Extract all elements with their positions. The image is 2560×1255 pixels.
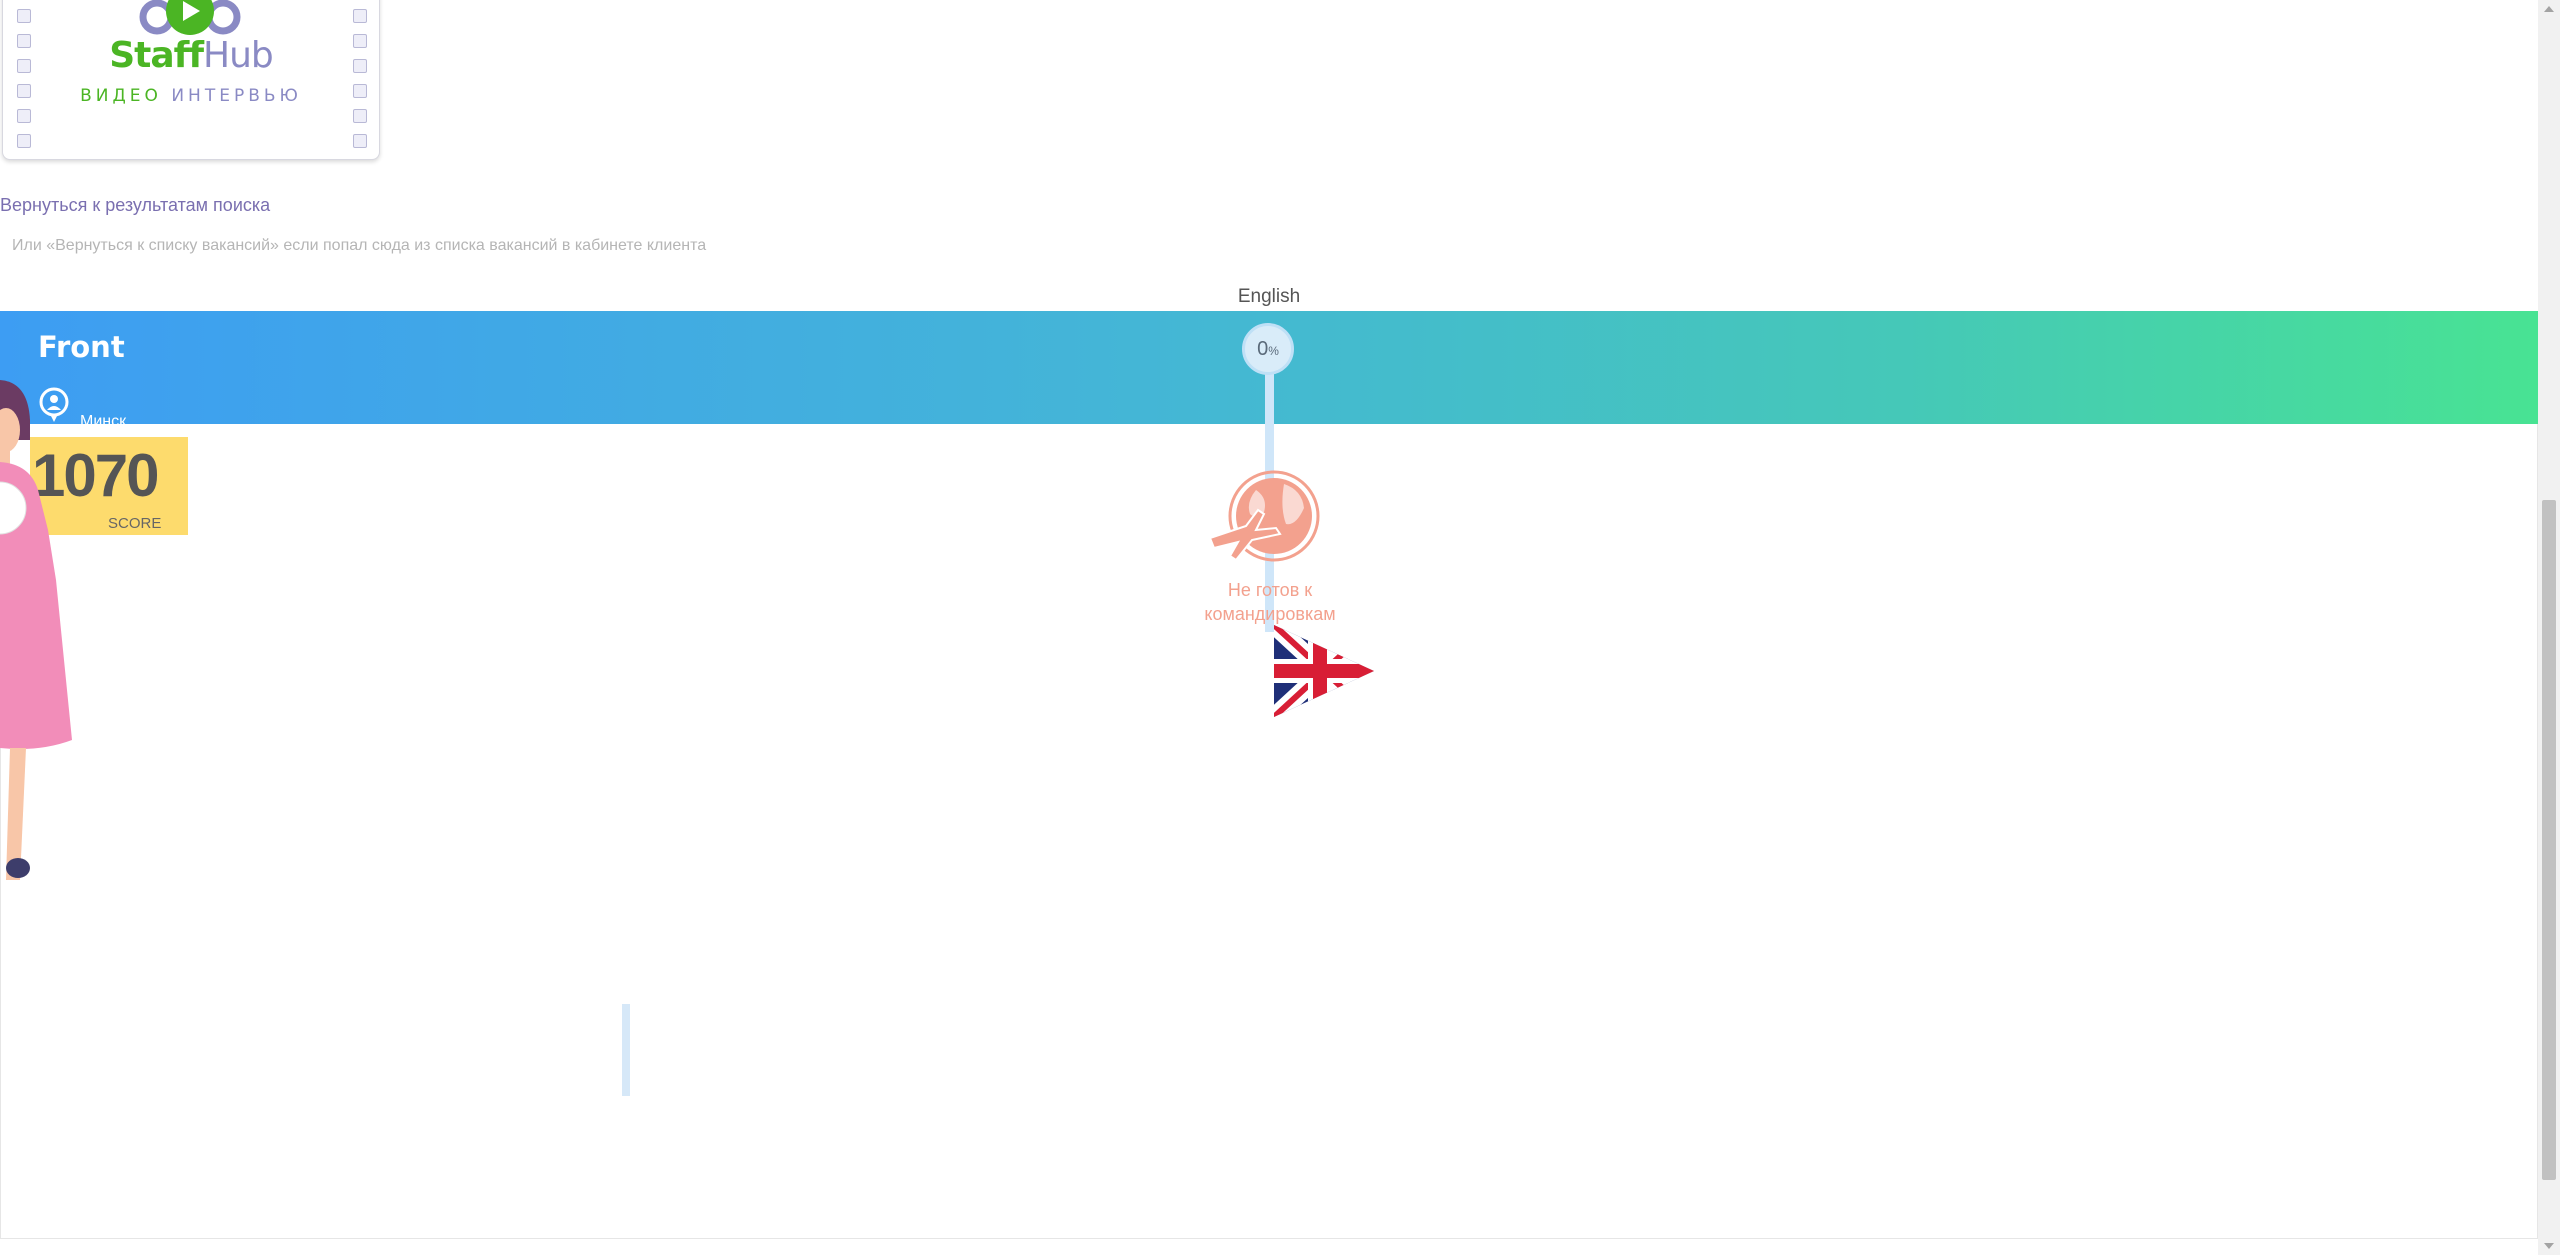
scroll-up-arrow-icon[interactable]	[2544, 6, 2554, 12]
score-value: 1070	[32, 442, 159, 509]
score-label: SCORE	[108, 515, 162, 532]
language-label: English	[1237, 286, 1301, 307]
staffhub-logo-card: StaffHub ВИДЕО ИНТЕРВЬЮ	[2, 0, 380, 160]
location-pin-icon	[39, 387, 69, 422]
back-to-search-link[interactable]: Вернуться к результатам поиска	[0, 195, 271, 215]
staffhub-wordmark: StaffHub	[109, 35, 274, 76]
uk-flag-icon	[1274, 625, 1374, 717]
content-frame	[0, 424, 2538, 1239]
scroll-thumb[interactable]	[2542, 500, 2556, 1180]
film-strip-right	[353, 9, 367, 148]
logo-subtitle: ВИДЕО ИНТЕРВЬЮ	[80, 86, 302, 106]
business-trips-status: Не готов к командировкам	[1204, 580, 1336, 624]
score-box: 1070 SCORE	[30, 437, 188, 535]
no-business-trips-icon	[1208, 470, 1320, 562]
people-play-icon	[139, 0, 241, 35]
vacancy-title: Front	[38, 330, 125, 364]
vacancy-location: Минск	[80, 413, 127, 430]
secondary-progress-bar	[622, 1004, 630, 1096]
woman-avatar-illustration	[0, 380, 72, 880]
film-strip-left	[17, 9, 31, 148]
scroll-down-arrow-icon[interactable]	[2544, 1243, 2554, 1249]
page-scrollbar[interactable]	[2538, 0, 2560, 1255]
language-percent-badge: 0%	[1242, 323, 1294, 375]
back-link-hint: Или «Вернуться к списку вакансий» если п…	[12, 237, 707, 254]
